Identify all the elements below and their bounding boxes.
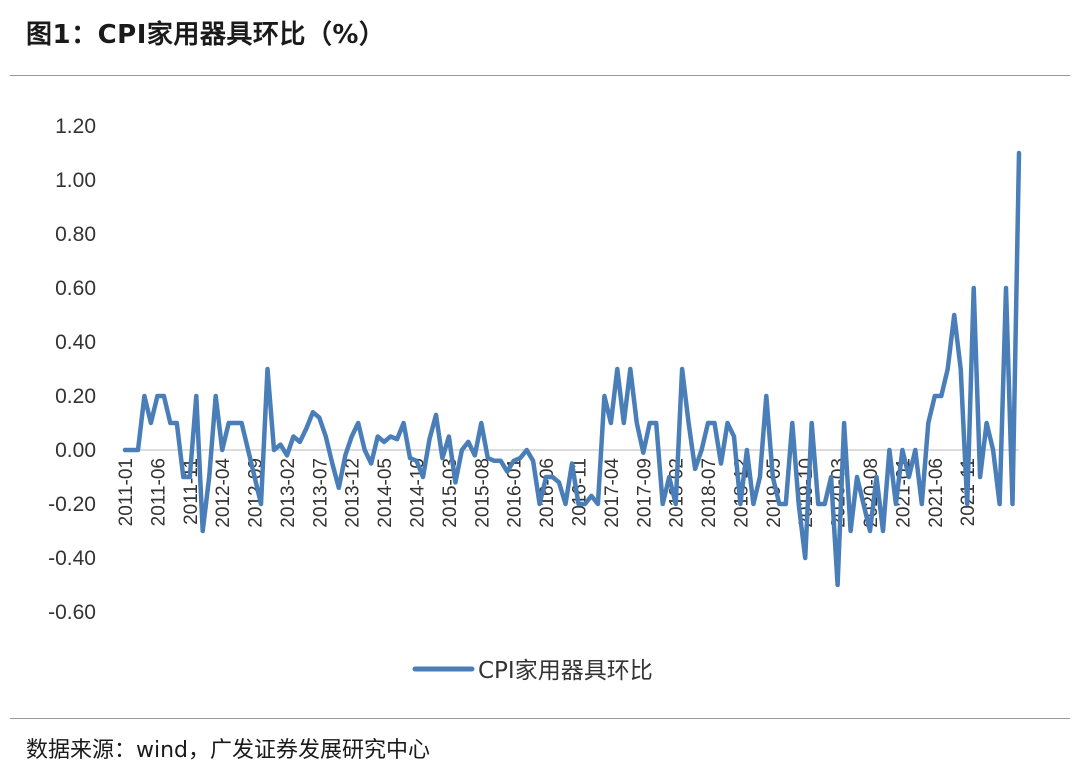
x-tick-label: 2017-09 [634,458,655,528]
x-tick-label: 2011-06 [148,458,169,526]
top-divider [10,75,1070,76]
series-layer [122,150,1022,588]
y-tick-label: 0.60 [55,277,96,300]
x-tick-label: 2021-06 [926,458,947,528]
x-tick-label: 2012-04 [213,458,234,528]
x-tick-label: 2014-05 [375,458,396,528]
legend: CPI家用器具环比 [412,658,653,684]
x-tick-label: 2013-07 [310,458,331,528]
x-tick-label: 2013-12 [343,458,364,528]
y-tick-label: 0.40 [55,331,96,354]
y-tick-label: 0.00 [55,439,96,462]
bottom-divider [10,718,1070,719]
y-axis-tick-labels: 1.20 1.00 0.80 0.60 0.40 0.20 0.00 -0.20 -0.40 -0… [48,115,96,624]
y-tick-label: -0.60 [48,601,96,624]
y-tick-label: 1.20 [55,115,96,138]
series-line-cpi-household-appliances [122,150,1022,588]
x-tick-label: 2011-11 [181,458,202,525]
chart-title: 图1：CPI家用器具环比（%） [26,20,386,50]
y-tick-label: 0.80 [55,223,96,246]
x-tick-label: 2017-04 [602,458,623,528]
source-note: 数据来源：wind，广发证券发展研究中心 [26,738,431,763]
y-tick-label: -0.40 [48,547,96,570]
x-tick-label: 2016-01 [505,458,526,528]
y-tick-label: 0.20 [55,385,96,408]
x-tick-label: 2013-02 [278,458,299,528]
legend-label: CPI家用器具环比 [478,658,653,684]
x-tick-label: 2018-07 [699,458,720,528]
y-tick-label: 1.00 [55,169,96,192]
line-chart: 1.20 1.00 0.80 0.60 0.40 0.20 0.00 -0.20 -0.40 -0… [48,115,1022,684]
y-tick-label: -0.20 [48,493,96,516]
x-tick-label: 2015-08 [472,458,493,528]
x-tick-label: 2011-01 [116,458,137,526]
